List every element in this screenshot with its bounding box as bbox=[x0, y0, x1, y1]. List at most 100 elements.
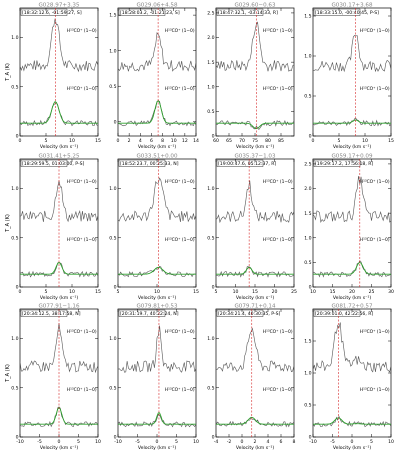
x-tick-label: 15 bbox=[330, 289, 336, 295]
x-tick-label: -2 bbox=[227, 439, 232, 445]
coordinate-label: [20:34:12.5, 38:17:58, N] bbox=[22, 311, 81, 317]
spectrum-line-top bbox=[117, 325, 197, 373]
line-label-bottom: H¹³CO⁺ (1−0) bbox=[360, 86, 390, 92]
x-tick-label: 0 bbox=[117, 138, 120, 144]
x-tick-label: 5 bbox=[338, 138, 341, 144]
x-tick-label: 30 bbox=[388, 289, 394, 295]
y-tick-label: 2.5 bbox=[207, 11, 214, 17]
y-tick-label: 0 bbox=[309, 134, 312, 140]
line-label-top: H¹³CO⁺ (1−0) bbox=[67, 179, 97, 185]
spectrum-panel: G035.37−1.03[19:00:47.6, 05:12:37, R] 5 10… bbox=[207, 154, 297, 302]
plot-frame bbox=[312, 308, 392, 438]
coordinate-box bbox=[216, 159, 264, 167]
spectrum-line-top bbox=[117, 177, 197, 223]
y-tick-label: 1.5 bbox=[207, 60, 214, 66]
panel-title: G079.71+0.14 bbox=[234, 304, 275, 310]
y-tick-label: 0.5 bbox=[304, 260, 311, 266]
x-axis-label: Velocity (km s⁻¹) bbox=[236, 295, 275, 301]
panel-title: G030.17+3.68 bbox=[331, 3, 372, 9]
y-tick-label: 1.0 bbox=[207, 84, 214, 90]
x-tick-label: -10 bbox=[16, 439, 24, 445]
x-tick-label: 15 bbox=[193, 289, 199, 295]
spectrum-panel: G059.17+0.09[19:29:17.2, 17:56:18, R] 10 1… bbox=[304, 154, 394, 302]
panel-title: G081.72+0.57 bbox=[331, 304, 372, 310]
spectrum-line-bottom bbox=[19, 102, 99, 127]
coordinate-label: [18:52:23.7, 00:25:33, N] bbox=[120, 161, 179, 167]
x-axis-label: Velocity (km s⁻¹) bbox=[138, 144, 177, 150]
y-tick-label: 0 bbox=[114, 435, 117, 441]
coordinate-box bbox=[313, 309, 361, 317]
x-tick-label: 8 bbox=[293, 439, 296, 445]
x-tick-label: 15 bbox=[95, 289, 101, 295]
gaussian-fit-line bbox=[216, 122, 294, 130]
coordinate-box bbox=[216, 309, 264, 317]
x-tick-label: 0 bbox=[156, 439, 159, 445]
x-tick-label: 8 bbox=[161, 138, 164, 144]
plot-frame bbox=[215, 158, 295, 288]
x-axis-label: Velocity (km s⁻¹) bbox=[138, 445, 177, 450]
line-label-top: H¹³CO⁺ (1−0) bbox=[165, 179, 195, 185]
gaussian-fit-line bbox=[216, 416, 294, 425]
x-tick-label: 5 bbox=[215, 289, 218, 295]
x-tick-label: 70 bbox=[239, 138, 245, 144]
coordinate-label: [18:28:03.2, -01:21:23, S] bbox=[120, 10, 180, 16]
plot-frame bbox=[312, 158, 392, 288]
x-tick-label: 0 bbox=[19, 289, 22, 295]
x-tick-label: 10 bbox=[69, 138, 75, 144]
x-tick-label: 10 bbox=[388, 439, 394, 445]
panel-title: G033.51+0.00 bbox=[136, 154, 177, 160]
gaussian-fit-line bbox=[313, 119, 391, 124]
coordinate-box bbox=[118, 159, 166, 167]
line-label-bottom: H¹³CO⁺ (1−0) bbox=[360, 237, 390, 243]
spectrum-line-top bbox=[117, 31, 197, 72]
x-tick-label: 12 bbox=[182, 138, 188, 144]
y-tick-label: 0.5 bbox=[109, 385, 116, 391]
x-tick-label: -5 bbox=[37, 439, 42, 445]
gaussian-fit-line bbox=[216, 267, 294, 275]
x-axis-label: Velocity (km s⁻¹) bbox=[40, 295, 79, 301]
x-tick-label: -5 bbox=[330, 439, 335, 445]
x-tick-label: 2 bbox=[254, 439, 257, 445]
x-tick-label: 0 bbox=[312, 138, 315, 144]
gaussian-fit-line bbox=[20, 100, 98, 124]
line-label-top: H¹³CO⁺ (1−0) bbox=[165, 28, 195, 34]
gaussian-fit-line bbox=[313, 417, 391, 425]
line-label-top: H¹³CO⁺ (1−0) bbox=[263, 329, 293, 335]
line-label-bottom: H¹³CO⁺ (1−0) bbox=[263, 387, 293, 393]
y-tick-label: 0 bbox=[309, 435, 312, 441]
line-label-top: H¹³CO⁺ (1−0) bbox=[67, 28, 97, 34]
plot-frame bbox=[117, 7, 197, 137]
panel-title: G059.17+0.09 bbox=[331, 154, 372, 160]
x-axis-label: Velocity (km s⁻¹) bbox=[40, 445, 79, 450]
x-tick-label: 10 bbox=[69, 289, 75, 295]
line-label-bottom: H¹³CO⁺ (1−0) bbox=[360, 387, 390, 393]
y-tick-label: 1.0 bbox=[11, 35, 18, 41]
coordinate-label: [18:32:12.6, -01:59:27, S] bbox=[22, 10, 82, 16]
spectrum-panel: G077.91−1.16[20:34:12.5, 38:17:58, N] -10… bbox=[5, 304, 101, 450]
spectrum-line-bottom bbox=[215, 416, 295, 428]
coordinate-label: [19:29:17.2, 17:56:18, R] bbox=[315, 161, 373, 167]
x-tick-label: 20 bbox=[272, 289, 278, 295]
x-tick-label: 0 bbox=[351, 439, 354, 445]
y-tick-label: 1.0 bbox=[109, 48, 116, 54]
y-tick-label: 0.5 bbox=[207, 235, 214, 241]
line-label-bottom: H¹³CO⁺ (1−0) bbox=[67, 387, 97, 393]
y-tick-label: 0.5 bbox=[207, 109, 214, 115]
y-tick-label: 0.5 bbox=[207, 385, 214, 391]
x-axis-label: Velocity (km s⁻¹) bbox=[236, 445, 275, 450]
y-tick-label: 1.5 bbox=[304, 339, 311, 345]
y-tick-label: 0.5 bbox=[109, 235, 116, 241]
panel-title: G028.97+3.35 bbox=[38, 3, 79, 9]
y-tick-label: 0 bbox=[212, 285, 215, 291]
plot-frame bbox=[19, 7, 99, 137]
gaussian-fit-line bbox=[118, 266, 196, 275]
line-label-top: H¹³CO⁺ (1−0) bbox=[360, 329, 390, 335]
coordinate-box bbox=[20, 309, 68, 317]
spectrum-panel: G029.60−0.63[18:47:32.1, -03:14:33, R] 60… bbox=[207, 3, 295, 150]
x-tick-label: 4 bbox=[267, 439, 270, 445]
y-tick-label: 0 bbox=[16, 435, 19, 441]
line-label-top: H¹³CO⁺ (1−0) bbox=[360, 179, 390, 185]
x-tick-label: 4 bbox=[139, 138, 142, 144]
x-tick-label: 5 bbox=[175, 439, 178, 445]
line-label-top: H¹³CO⁺ (1−0) bbox=[263, 179, 293, 185]
